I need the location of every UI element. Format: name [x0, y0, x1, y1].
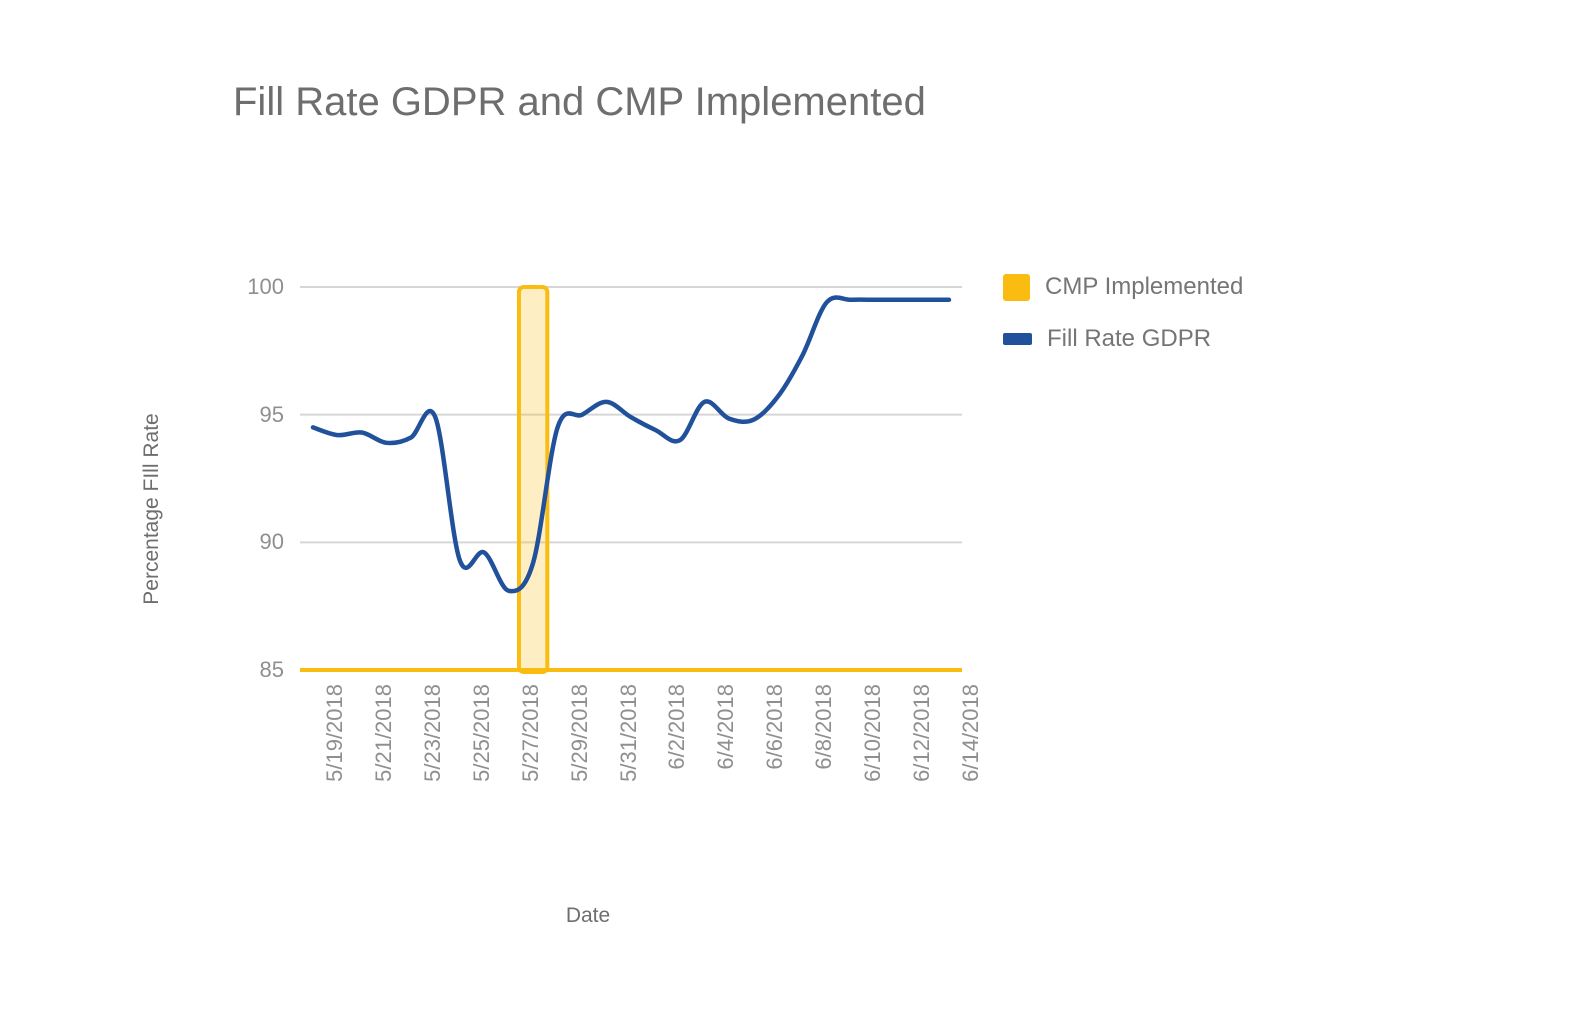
x-tick-label-5-27-2018: 5/27/2018	[517, 684, 543, 782]
legend-item-fill-rate-gdpr: Fill Rate GDPR	[1003, 324, 1211, 354]
x-tick-label-5-25-2018: 5/25/2018	[468, 684, 494, 782]
x-tick-label-6-4-2018: 6/4/2018	[713, 684, 739, 770]
x-tick-label-6-2-2018: 6/2/2018	[664, 684, 690, 770]
y-tick-label-85: 85	[259, 657, 284, 682]
y-tick-label-100: 100	[247, 274, 284, 299]
x-tick-label-6-10-2018: 6/10/2018	[860, 684, 886, 782]
legend-label-fill-rate-gdpr: Fill Rate GDPR	[1047, 325, 1212, 352]
x-tick-label-6-12-2018: 6/12/2018	[909, 684, 935, 782]
y-tick-label-90: 90	[259, 529, 284, 555]
x-tick-label-5-21-2018: 5/21/2018	[370, 684, 396, 782]
fill-rate-gdpr-line	[310, 295, 952, 594]
x-tick-label-6-8-2018: 6/8/2018	[811, 684, 837, 770]
chart-title: Fill Rate GDPR and CMP Implemented	[233, 80, 926, 124]
x-tick-label-5-29-2018: 5/29/2018	[566, 684, 592, 782]
x-tick-label-5-23-2018: 5/23/2018	[419, 684, 445, 782]
x-axis-title: Date	[565, 904, 611, 927]
x-tick-label-5-31-2018: 5/31/2018	[615, 684, 641, 782]
legend-label-cmp-implemented: CMP Implemented	[1045, 273, 1244, 300]
y-tick-label-95: 95	[259, 401, 284, 427]
legend-item-cmp-implemented: CMP Implemented	[1003, 272, 1243, 302]
cmp-implemented-band	[516, 285, 550, 674]
x-tick-label-5-19-2018: 5/19/2018	[322, 684, 347, 782]
cmp-implemented-swatch	[1003, 273, 1030, 301]
fill-rate-gdpr-swatch	[1003, 333, 1032, 345]
x-tick-label-6-14-2018: 6/14/2018	[957, 684, 983, 782]
x-tick-label-6-6-2018: 6/6/2018	[762, 684, 788, 770]
